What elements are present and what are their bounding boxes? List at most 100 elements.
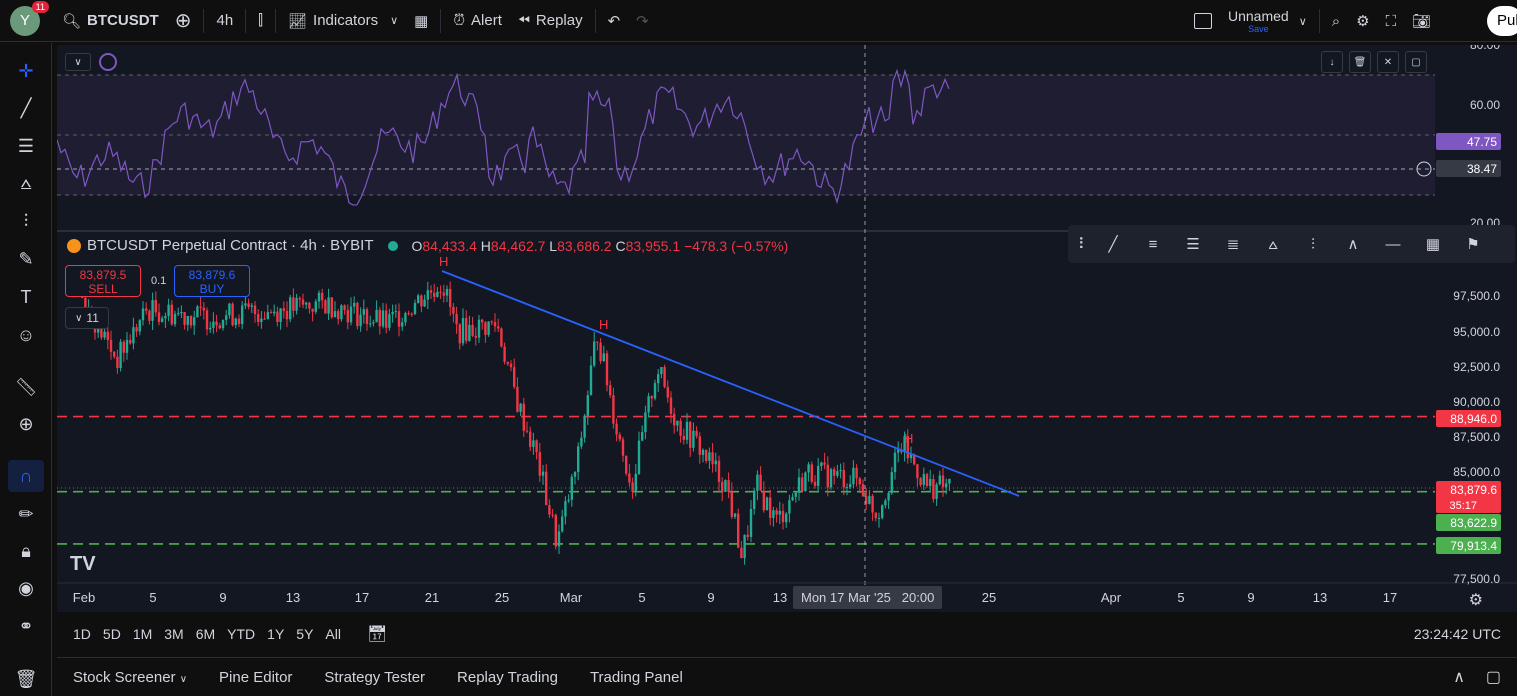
collapse-button[interactable]: ✕ [1377, 51, 1399, 73]
quick-search-button[interactable]: ⌕ [1324, 5, 1348, 37]
crosshair-date: Mon 17 Mar '25 [801, 590, 891, 605]
candle-body [705, 449, 708, 461]
candle-body [564, 501, 567, 517]
support2-tag: 79,913.4 [1450, 539, 1497, 553]
snapshot-button[interactable]: 📷︎ [1404, 5, 1439, 37]
delete-pane-button[interactable]: 🗑︎ [1349, 51, 1371, 73]
candle-body [106, 331, 109, 340]
candle-body [135, 327, 138, 332]
trash-icon[interactable]: 🗑︎ [14, 668, 38, 689]
high-value: 84,462.7 [490, 237, 546, 254]
interval-button[interactable]: 4h [208, 5, 241, 37]
indicators-toggle[interactable]: ∨ 11 [65, 307, 109, 329]
brush-tool-icon[interactable]: ✎ [18, 248, 34, 269]
horizontal-lines-icon[interactable]: ≣ [1226, 236, 1240, 253]
range-all[interactable]: All [325, 626, 341, 642]
rsi-axis-tick: 80.00 [1470, 45, 1500, 52]
redo-button[interactable]: ↷ [628, 5, 657, 37]
maximize-pane-button[interactable]: ▢ [1405, 51, 1427, 73]
pitchfork-icon[interactable]: ☰ [1186, 236, 1200, 253]
buy-button[interactable]: 83,879.6 BUY [174, 265, 250, 297]
templates-button[interactable]: ▦ [406, 5, 436, 37]
settings-button[interactable]: ⚙ [1348, 5, 1377, 37]
symbol-search[interactable]: 🔍︎ BTCUSDT [54, 5, 167, 37]
candle-body [346, 309, 349, 323]
grid-icon[interactable]: ▦ [1425, 236, 1441, 253]
fib-channel-icon[interactable]: ⫶ [1311, 235, 1315, 253]
move-down-button[interactable]: ↓ [1321, 51, 1343, 73]
tab-pine-editor[interactable]: Pine Editor [219, 668, 293, 686]
candle-body [138, 320, 141, 332]
rsi-pane [57, 45, 1435, 230]
candle-body [746, 534, 749, 538]
magnet-icon[interactable]: ∩ [8, 460, 44, 492]
ray-icon[interactable]: — [1385, 235, 1401, 253]
candle-body [538, 452, 541, 476]
range-ytd[interactable]: YTD [227, 626, 256, 642]
lock-icon[interactable]: 🔒︎ [21, 540, 31, 561]
indicators-button[interactable]: 📈︎ Indicators ∨ [280, 5, 406, 37]
refresh-icon[interactable] [99, 53, 117, 71]
open-value: 84,433.4 [422, 237, 477, 254]
range-6m[interactable]: 6M [195, 626, 216, 642]
clock[interactable]: 23:24:42 UTC [1413, 626, 1501, 642]
crosshair-icon[interactable]: ✛ [18, 60, 34, 81]
axis-settings-icon[interactable]: ⚙ [1468, 592, 1483, 609]
fib-tool-icon[interactable]: ☰ [17, 135, 35, 156]
lock-pencil-icon[interactable]: ✏ [18, 503, 34, 524]
tab-replay-trading[interactable]: Replay Trading [457, 668, 558, 686]
range-1y[interactable]: 1Y [267, 626, 285, 642]
zoom-icon[interactable]: ⊕ [18, 413, 34, 434]
low-value: 83,686.2 [557, 237, 612, 254]
undo-button[interactable]: ↶ [600, 5, 629, 37]
range-1d[interactable]: 1D [73, 626, 91, 642]
parallel-channel-icon[interactable]: ≡ [1148, 235, 1158, 253]
square-icon [1194, 13, 1212, 29]
text-tool-icon[interactable]: T [20, 286, 32, 307]
candle-body [657, 374, 660, 384]
range-5d[interactable]: 5D [102, 626, 121, 642]
publish-button[interactable]: Publish [1487, 6, 1517, 36]
time-axis-label: Mar [560, 590, 583, 605]
alert-button[interactable]: ⏰︎ Alert [445, 5, 510, 37]
trendline-tool-icon[interactable]: ╱ [20, 97, 32, 118]
replay-button[interactable]: ⏪︎ Replay [510, 5, 591, 37]
sell-button[interactable]: 83,879.5 SELL [65, 265, 141, 297]
drawing-toolbar: ✛ ╱ ☰ ⩟ ⫶ ✎ T ☺ 📏︎ ⊕ ∩ ✏ 🔒︎ ◉ ⚭ 🗑︎ [0, 43, 52, 696]
link-icon[interactable]: ⚭ [18, 615, 34, 636]
order-quantity[interactable]: 0.1 [151, 275, 167, 287]
trendline-icon[interactable]: ╱ [1108, 236, 1118, 253]
maximize-panel-icon[interactable]: ▢ [1485, 669, 1501, 686]
candle-body [445, 288, 449, 296]
elliott-wave-icon[interactable]: ⩟ [1268, 235, 1278, 253]
chart-type-button[interactable]: ⫿ [250, 5, 271, 37]
collapse-pane-button[interactable]: ∨ [65, 53, 91, 71]
fullscreen-button[interactable]: ⛶ [1378, 5, 1405, 37]
candle-body [199, 306, 202, 308]
legend-title: BTCUSDT Perpetual Contract · 4h · BYBIT [87, 237, 374, 254]
tab-trading-panel[interactable]: Trading Panel [589, 668, 683, 686]
eye-icon[interactable]: ◉ [18, 577, 34, 598]
collapse-panel-icon[interactable]: ∧ [1453, 669, 1465, 686]
range-1m[interactable]: 1M [132, 626, 153, 642]
tab-strategy-tester[interactable]: Strategy Tester [324, 668, 426, 686]
goto-date-icon[interactable]: 📅︎ [366, 626, 388, 643]
pattern-tool-icon[interactable]: ⩟ [20, 172, 32, 193]
candle-body [618, 434, 621, 440]
user-avatar[interactable]: Y 11 [10, 0, 49, 36]
candle-body [721, 481, 724, 492]
price-axis-tick: 77,500.0 [1453, 572, 1500, 586]
emoji-icon[interactable]: ☺ [16, 324, 36, 345]
tab-stock-screener[interactable]: Stock Screener ∨ [73, 668, 188, 686]
prediction-tool-icon[interactable]: ⫶ [23, 210, 29, 231]
abc-pattern-icon[interactable]: ∧ [1347, 236, 1359, 253]
range-3m[interactable]: 3M [164, 626, 184, 642]
chart-pane[interactable]: H H H 80.00 60.00 20.00 97,500.0 95,000.0 92,500… [57, 45, 1517, 612]
range-5y[interactable]: 5Y [296, 626, 314, 642]
layout-button[interactable]: Unnamed Save ∨ [1186, 5, 1315, 37]
flag-icon[interactable]: ⚑ [1466, 236, 1480, 253]
ruler-icon[interactable]: 📏︎ [14, 376, 38, 397]
add-symbol-button[interactable]: ⊕ [167, 5, 200, 37]
drag-handle-icon[interactable]: ⠇ [1078, 236, 1089, 253]
candle-body [586, 395, 589, 416]
